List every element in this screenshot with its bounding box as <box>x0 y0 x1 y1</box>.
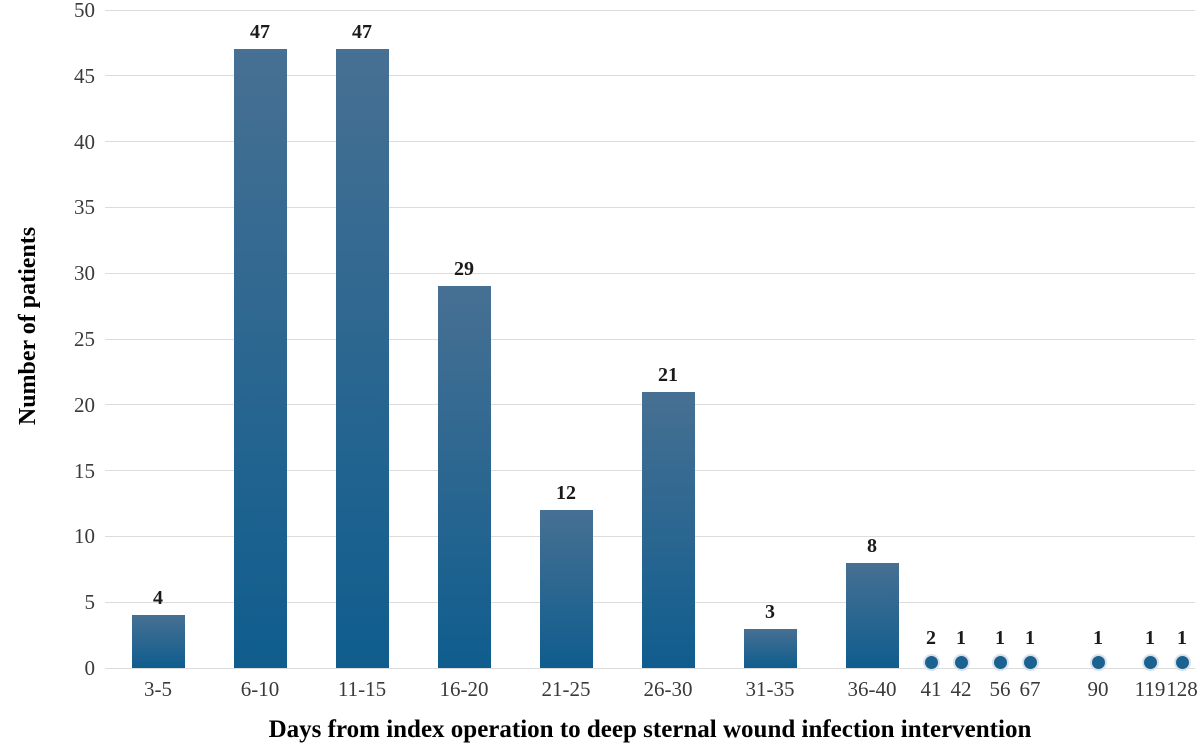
y-tick-label: 50 <box>74 0 95 22</box>
bar-value-label: 12 <box>556 482 576 505</box>
bar-value-label: 21 <box>658 363 678 386</box>
bar <box>131 615 185 668</box>
y-tick-label: 45 <box>74 63 95 88</box>
y-tick-label: 25 <box>74 327 95 351</box>
x-axis-title: Days from index operation to deep sterna… <box>268 716 1032 743</box>
x-tick-label: 16-20 <box>439 677 489 701</box>
y-tick-label: 5 <box>84 590 96 615</box>
bar <box>743 628 797 668</box>
x-tick-label: 31-35 <box>745 677 795 701</box>
y-tick-label: 35 <box>74 195 95 220</box>
bar <box>437 286 491 668</box>
bar-value-label: 8 <box>867 534 877 557</box>
dot-value-label: 1 <box>1093 627 1103 649</box>
bar-value-label: 29 <box>454 258 474 281</box>
y-tick-label: 10 <box>74 524 95 549</box>
bar-value-label: 47 <box>352 21 372 44</box>
data-point-dot <box>993 656 1007 669</box>
data-point-dot <box>1143 656 1157 669</box>
bar <box>335 49 389 668</box>
gridline <box>105 141 1195 143</box>
x-tick-label: 42 <box>950 677 972 701</box>
y-tick-label: 30 <box>74 261 95 286</box>
plot-area: 4 47 47 29 12 21 3 8 2 1 1 1 1 1 1 <box>105 9 1195 669</box>
bar <box>233 49 287 668</box>
x-tick-label: 41 <box>920 677 942 701</box>
data-point-dot <box>1091 656 1105 669</box>
x-tick-label: 6-10 <box>240 677 280 701</box>
x-tick-label: 56 <box>989 677 1011 701</box>
data-point-dot <box>924 656 938 669</box>
dot-value-label: 1 <box>1025 627 1035 649</box>
x-tick-label: 11-15 <box>337 677 387 701</box>
bar <box>539 510 593 668</box>
gridline <box>105 206 1195 208</box>
x-tick-label: 21-25 <box>541 677 591 701</box>
y-tick-label: 0 <box>84 656 96 680</box>
data-point-dot <box>954 656 968 669</box>
gridline <box>105 338 1195 340</box>
gridline <box>105 75 1195 77</box>
bar-value-label: 47 <box>250 21 270 44</box>
y-tick-label: 40 <box>74 129 95 154</box>
dot-value-label: 1 <box>1177 627 1187 649</box>
x-tick-label: 26-30 <box>643 677 693 701</box>
dot-value-label: 2 <box>926 627 936 649</box>
bar-value-label: 3 <box>765 600 775 623</box>
data-point-dot <box>1175 656 1189 669</box>
gridline <box>105 667 1195 669</box>
gridline <box>105 272 1195 274</box>
x-tick-label: 119 <box>1134 677 1166 701</box>
data-point-dot <box>1023 656 1037 669</box>
dot-value-label: 1 <box>1145 627 1155 649</box>
x-tick-label: 67 <box>1019 677 1041 701</box>
bar <box>845 562 899 668</box>
x-tick-label: 128 <box>1166 677 1198 701</box>
bar <box>641 391 695 668</box>
x-tick-label: 90 <box>1087 677 1109 701</box>
gridline <box>105 9 1195 11</box>
dot-value-label: 1 <box>956 627 966 649</box>
x-tick-label: 3-5 <box>144 677 172 701</box>
y-tick-label: 20 <box>74 392 95 417</box>
x-tick-label: 36-40 <box>847 677 897 701</box>
dot-value-label: 1 <box>995 627 1005 649</box>
bar-value-label: 4 <box>153 587 163 610</box>
y-tick-label: 15 <box>74 458 95 483</box>
